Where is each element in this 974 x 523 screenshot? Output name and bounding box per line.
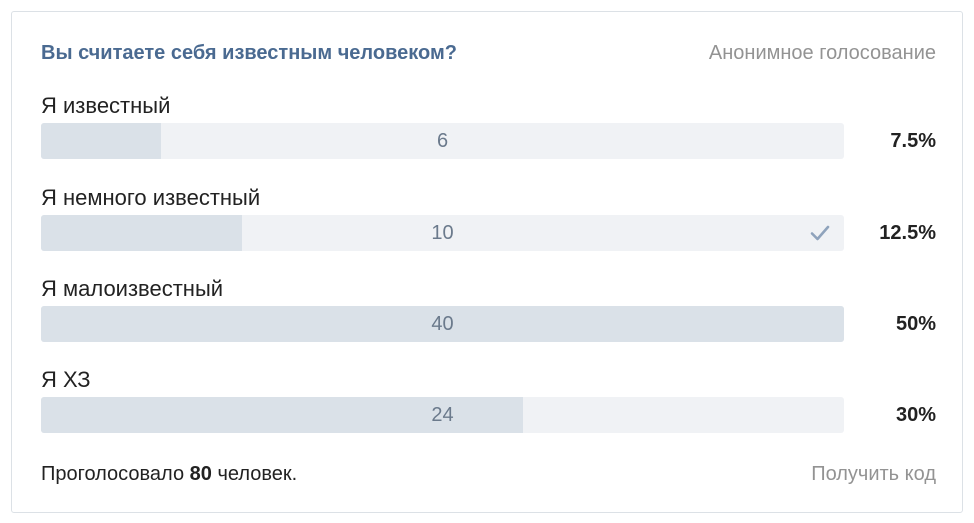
option-label: Я немного известный bbox=[41, 185, 261, 210]
poll-footer: Проголосовало 80 человек. Получить код bbox=[41, 461, 936, 487]
option-percent: 50% bbox=[895, 313, 936, 335]
option-bar[interactable]: 40 bbox=[41, 306, 844, 342]
poll-option-4: Я ХЗ 24 30% bbox=[41, 366, 936, 444]
voters-suffix: человек. bbox=[217, 462, 298, 485]
check-icon bbox=[810, 225, 830, 241]
option-vote-count: 24 bbox=[431, 404, 454, 426]
poll-option-2: Я немного известный 10 12.5% bbox=[41, 184, 936, 262]
option-bar[interactable]: 10 bbox=[41, 215, 844, 251]
get-code-link[interactable]: Получить код bbox=[811, 462, 936, 485]
option-label: Я ХЗ bbox=[41, 367, 91, 392]
option-percent: 12.5% bbox=[879, 222, 936, 244]
option-vote-count: 10 bbox=[431, 222, 454, 244]
voters-total: 80 bbox=[189, 462, 212, 485]
poll-option-3: Я малоизвестный 40 50% bbox=[41, 275, 936, 353]
poll-card: Вы считаете себя известным человеком? Ан… bbox=[11, 11, 963, 513]
option-bar-fill bbox=[41, 123, 162, 159]
option-vote-count: 40 bbox=[431, 313, 454, 335]
poll-option-1: Я известный 6 7.5% bbox=[41, 92, 936, 170]
option-bar-fill bbox=[41, 397, 523, 433]
poll-header: Вы считаете себя известным человеком? Ан… bbox=[41, 40, 936, 66]
poll-question: Вы считаете себя известным человеком? bbox=[41, 41, 457, 64]
option-percent: 30% bbox=[895, 404, 936, 426]
option-bar[interactable]: 24 bbox=[41, 397, 844, 433]
poll-type-label: Анонимное голосование bbox=[708, 41, 936, 64]
option-label: Я малоизвестный bbox=[41, 276, 224, 301]
option-bar-fill bbox=[41, 215, 242, 251]
voters-prefix: Проголосовало bbox=[41, 462, 185, 485]
option-bar-fill bbox=[41, 306, 844, 342]
option-bar[interactable]: 6 bbox=[41, 123, 844, 159]
voters-summary: Проголосовало 80 человек. bbox=[41, 463, 297, 486]
option-vote-count: 6 bbox=[436, 130, 449, 152]
option-percent: 7.5% bbox=[890, 130, 936, 152]
option-label: Я известный bbox=[41, 93, 171, 118]
